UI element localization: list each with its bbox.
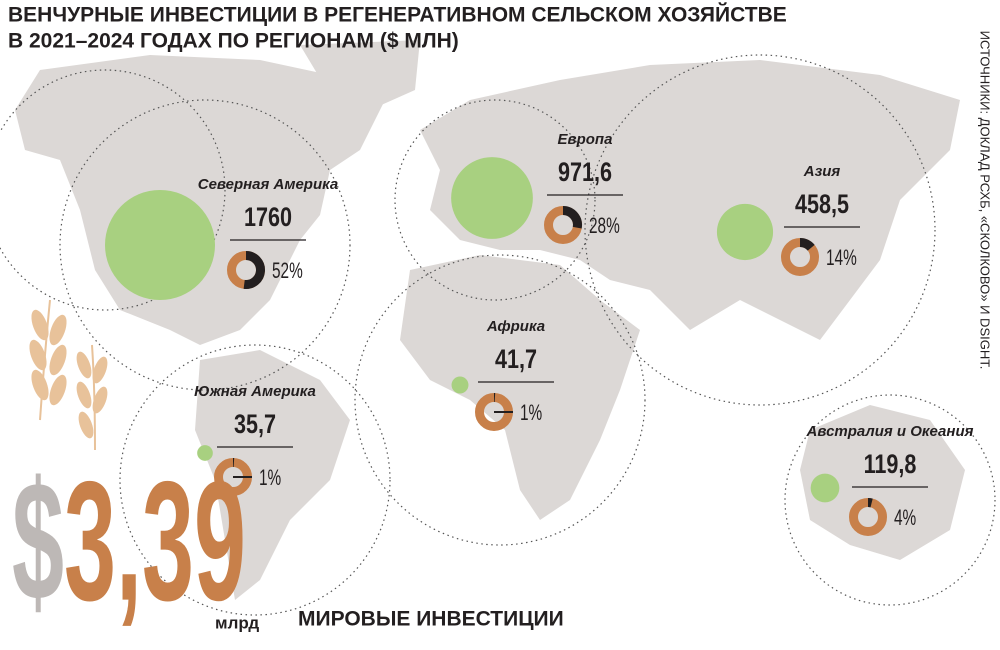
source: ИСТОЧНИКИ: ДОКЛАД РСХБ, «СКОЛКОВО» И DSI… [978, 31, 993, 370]
title-line: ВЕНЧУРНЫЕ ИНВЕСТИЦИИ В РЕГЕНЕРАТИВНОМ СЕ… [8, 3, 787, 27]
region-value: 41,7 [495, 345, 537, 375]
bubble [451, 157, 533, 239]
share-label: 14% [826, 246, 857, 270]
region-name: Австралия и Океания [806, 423, 974, 440]
share-label: 1% [259, 466, 281, 490]
wheat-decoration [29, 299, 108, 451]
share-label: 1% [520, 401, 542, 425]
bubble [197, 445, 213, 461]
region-zones [0, 54, 996, 616]
share-arc [799, 238, 815, 251]
region-name: Южная Америка [194, 383, 316, 400]
total: $3,39 [12, 447, 246, 637]
share-arc [562, 206, 582, 229]
total-caption: МИРОВЫЕ ИНВЕСТИЦИИ [298, 608, 564, 631]
zone-north-america [59, 99, 351, 391]
region-value: 458,5 [795, 190, 849, 220]
bubble [716, 203, 774, 261]
total-currency: $ [12, 447, 64, 637]
region-name: Северная Америка [198, 176, 339, 193]
zone-europe [394, 99, 596, 301]
region-value: 119,8 [864, 450, 917, 480]
land-australia [800, 405, 965, 560]
bubble [810, 473, 840, 503]
region-value: 1760 [244, 203, 292, 233]
region-value: 35,7 [234, 410, 276, 440]
region-value: 971,6 [558, 158, 612, 188]
zone-asia [584, 54, 936, 406]
land-eurasia [420, 60, 960, 340]
bubble [105, 190, 215, 300]
region-name: Африка [486, 318, 545, 335]
share-label: 52% [272, 259, 303, 283]
land-north-america [15, 55, 385, 345]
zone-australia [784, 394, 996, 606]
zone-south-america [119, 344, 391, 616]
share-label: 28% [589, 214, 620, 238]
land-africa [400, 255, 640, 520]
bubble [451, 376, 469, 394]
land-greenland [300, 40, 420, 110]
region-name: Азия [803, 163, 841, 180]
title-line: В 2021–2024 ГОДАХ ПО РЕГИОНАМ ($ МЛН) [8, 30, 459, 53]
total-unit: млрд [215, 613, 259, 632]
zone-africa [354, 254, 646, 546]
region-name: Европа [558, 131, 613, 148]
land-south-america [195, 350, 350, 600]
zone-north-america-top [0, 69, 226, 311]
share-arc [243, 251, 265, 289]
share-label: 4% [894, 506, 916, 530]
world-map [15, 40, 965, 600]
